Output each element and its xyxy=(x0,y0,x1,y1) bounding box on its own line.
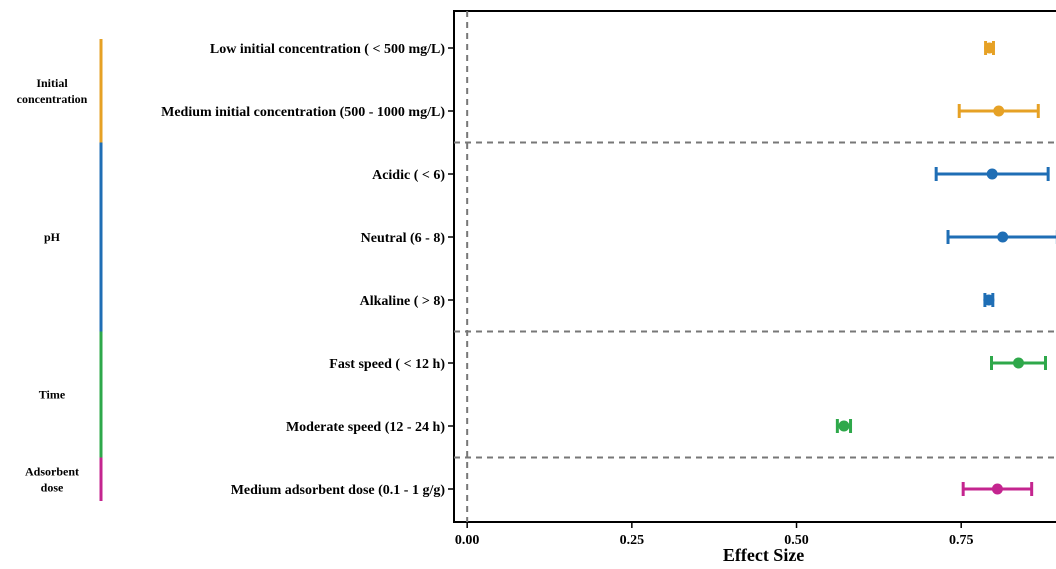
category-label: Alkaline ( > 8) xyxy=(360,294,446,309)
plot-panel-border xyxy=(453,10,1056,523)
effect-point xyxy=(993,105,1005,117)
effect-point xyxy=(997,231,1009,243)
group-label: concentration xyxy=(17,92,88,106)
x-axis-title: Effect Size xyxy=(723,545,804,564)
effect-point xyxy=(986,168,998,180)
x-tick-label: 0.25 xyxy=(620,533,645,548)
group-label: Initial xyxy=(36,76,68,90)
effect-point xyxy=(983,294,995,306)
effect-point xyxy=(991,483,1003,495)
category-label: Medium adsorbent dose (0.1 - 1 g/g) xyxy=(231,483,446,498)
group-label: pH xyxy=(44,230,61,244)
x-tick-label: 0.50 xyxy=(784,533,809,548)
category-label: Low initial concentration ( < 500 mg/L) xyxy=(210,42,445,57)
effect-point xyxy=(984,42,996,54)
effect-point xyxy=(838,420,850,432)
category-label: Neutral (6 - 8) xyxy=(361,231,446,246)
category-label: Moderate speed (12 - 24 h) xyxy=(286,420,445,435)
x-tick-label: 0.00 xyxy=(455,533,480,548)
x-tick-label: 0.75 xyxy=(949,533,974,548)
effect-point xyxy=(1013,357,1025,369)
group-label: Time xyxy=(39,388,66,402)
category-label: Fast speed ( < 12 h) xyxy=(329,357,445,372)
category-label: Medium initial concentration (500 - 1000… xyxy=(161,105,445,120)
category-label: Acidic ( < 6) xyxy=(372,168,445,183)
group-label: Adsorbent xyxy=(25,464,79,478)
group-label: dose xyxy=(41,480,64,494)
